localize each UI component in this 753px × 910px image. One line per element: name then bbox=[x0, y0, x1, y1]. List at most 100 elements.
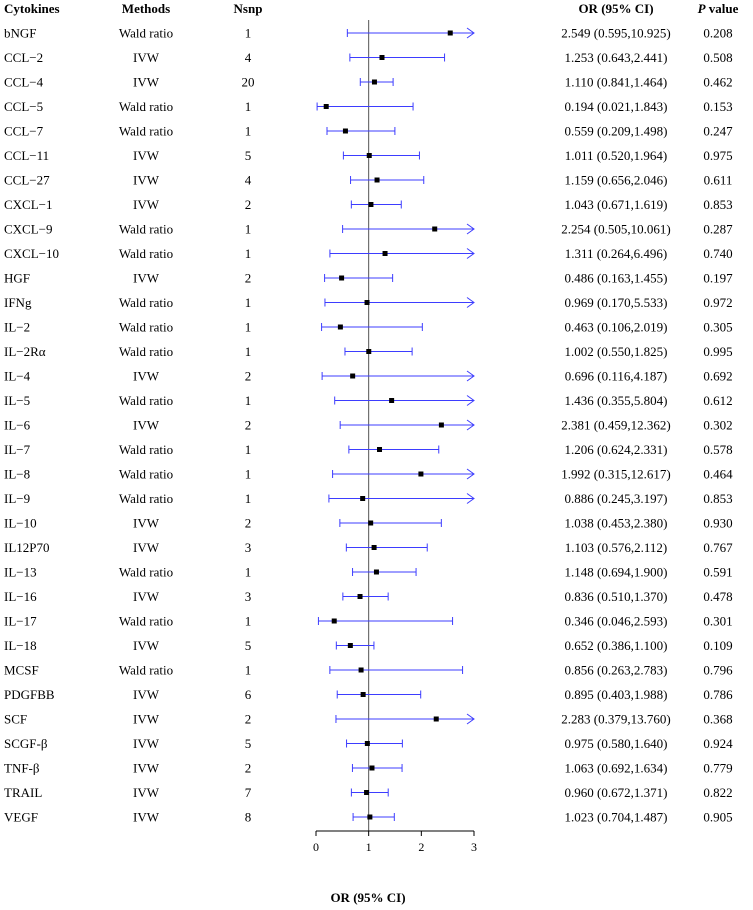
table-row: IL−5 Wald ratio 1 1.436 (0.355,5.804) 0.612 bbox=[4, 393, 733, 408]
cytokine-name: IL−2 bbox=[4, 320, 30, 335]
p-value-cell: 0.208 bbox=[703, 26, 732, 41]
point-estimate bbox=[360, 496, 366, 501]
table-row: IL−18 IVW 5 0.652 (0.386,1.100) 0.109 bbox=[4, 638, 733, 653]
point-estimate bbox=[433, 716, 439, 722]
table-row: CCL−2 IVW 4 1.253 (0.643,2.441) 0.508 bbox=[4, 50, 733, 65]
nsnp-cell: 2 bbox=[245, 761, 252, 776]
header-methods: Methods bbox=[122, 1, 170, 16]
cytokine-name: IL−8 bbox=[4, 467, 30, 482]
cytokine-name: IL−2Rα bbox=[4, 344, 46, 359]
table-row: CCL−27 IVW 4 1.159 (0.656,2.046) 0.611 bbox=[4, 173, 732, 188]
method-cell: IVW bbox=[133, 785, 160, 800]
p-value-cell: 0.368 bbox=[703, 712, 732, 727]
table-row: TNF-β IVW 2 1.063 (0.692,1.634) 0.779 bbox=[4, 761, 733, 776]
method-cell: Wald ratio bbox=[119, 565, 173, 580]
cytokine-name: SCGF-β bbox=[4, 736, 48, 751]
table-row: CXCL−9 Wald ratio 1 2.254 (0.505,10.061) 0.2… bbox=[4, 222, 733, 237]
nsnp-cell: 2 bbox=[245, 516, 252, 531]
p-value-cell: 0.930 bbox=[703, 516, 732, 531]
nsnp-cell: 20 bbox=[242, 75, 255, 90]
method-cell: IVW bbox=[133, 271, 160, 286]
cytokine-name: IFNg bbox=[4, 295, 32, 310]
cytokine-name: CXCL−1 bbox=[4, 197, 53, 212]
point-estimate bbox=[357, 594, 363, 599]
p-value-cell: 0.611 bbox=[704, 173, 733, 188]
or-ci-cell: 0.836 (0.510,1.370) bbox=[565, 589, 668, 604]
nsnp-cell: 1 bbox=[245, 295, 252, 310]
cytokine-name: TRAIL bbox=[4, 785, 42, 800]
method-cell: Wald ratio bbox=[119, 124, 173, 139]
point-estimate bbox=[418, 471, 424, 477]
nsnp-cell: 1 bbox=[245, 393, 252, 408]
ci-arrow bbox=[466, 468, 475, 480]
or-ci-cell: 1.043 (0.671,1.619) bbox=[565, 197, 668, 212]
p-value-cell: 0.287 bbox=[703, 222, 733, 237]
p-value-cell: 0.786 bbox=[703, 687, 733, 702]
method-cell: Wald ratio bbox=[119, 344, 173, 359]
p-value-cell: 0.109 bbox=[703, 638, 732, 653]
p-value-cell: 0.853 bbox=[703, 491, 732, 506]
point-estimate bbox=[366, 349, 372, 354]
or-ci-cell: 0.975 (0.580,1.640) bbox=[565, 736, 668, 751]
method-cell: IVW bbox=[133, 712, 160, 727]
x-tick-label: 2 bbox=[418, 840, 424, 854]
or-ci-cell: 1.253 (0.643,2.441) bbox=[565, 50, 668, 65]
cytokine-name: CCL−27 bbox=[4, 173, 50, 188]
method-cell: IVW bbox=[133, 516, 160, 531]
table-row: IL−8 Wald ratio 1 1.992 (0.315,12.617) 0.464 bbox=[4, 467, 733, 482]
cytokine-name: IL−10 bbox=[4, 516, 37, 531]
ci-arrow bbox=[466, 713, 475, 725]
table-row: IL12P70 IVW 3 1.103 (0.576,2.112) 0.767 bbox=[4, 540, 733, 555]
nsnp-cell: 1 bbox=[245, 99, 252, 114]
x-axis: 0 1 2 3 bbox=[313, 830, 477, 854]
p-value-cell: 0.779 bbox=[703, 761, 732, 776]
table-row: IL−2 Wald ratio 1 0.463 (0.106,2.019) 0.305 bbox=[4, 320, 733, 335]
or-ci-cell: 0.194 (0.021,1.843) bbox=[565, 99, 668, 114]
nsnp-cell: 2 bbox=[245, 418, 252, 433]
x-tick-label: 1 bbox=[366, 840, 372, 854]
cytokine-name: MCSF bbox=[4, 663, 39, 678]
point-estimate bbox=[389, 398, 395, 403]
or-ci-cell: 0.856 (0.263,2.783) bbox=[565, 663, 668, 678]
p-value-cell: 0.692 bbox=[703, 369, 732, 384]
point-estimate bbox=[364, 300, 370, 305]
header-or: OR (95% CI) bbox=[578, 1, 653, 16]
p-value-cell: 0.302 bbox=[703, 418, 732, 433]
p-value-cell: 0.578 bbox=[703, 442, 732, 457]
method-cell: IVW bbox=[133, 50, 160, 65]
method-cell: Wald ratio bbox=[119, 246, 173, 261]
or-ci-cell: 0.346 (0.046,2.593) bbox=[565, 614, 668, 629]
ci-arrow bbox=[466, 419, 475, 431]
nsnp-cell: 1 bbox=[245, 222, 252, 237]
cytokine-name: IL−16 bbox=[4, 589, 37, 604]
or-ci-cell: 1.023 (0.704,1.487) bbox=[565, 810, 668, 825]
cytokine-name: IL−5 bbox=[4, 393, 30, 408]
point-estimate bbox=[364, 741, 370, 746]
cytokine-name: PDGFBB bbox=[4, 687, 55, 702]
table-row: CCL−4 IVW 20 1.110 (0.841,1.464) 0.462 bbox=[4, 75, 733, 90]
method-cell: IVW bbox=[133, 638, 160, 653]
header-p-italic: P bbox=[698, 1, 707, 16]
p-value-cell: 0.995 bbox=[703, 344, 732, 359]
nsnp-cell: 8 bbox=[245, 810, 252, 825]
cytokine-name: IL−6 bbox=[4, 418, 31, 433]
or-ci-cell: 0.886 (0.245,3.197) bbox=[565, 491, 668, 506]
point-estimate bbox=[360, 692, 366, 697]
table-row: IL−4 IVW 2 0.696 (0.116,4.187) 0.692 bbox=[4, 369, 733, 384]
cytokine-name: IL−18 bbox=[4, 638, 37, 653]
header-cytokines: Cytokines bbox=[4, 1, 60, 16]
cytokine-name: CCL−7 bbox=[4, 124, 44, 139]
cytokine-name: CCL−2 bbox=[4, 50, 43, 65]
cytokine-name: TNF-β bbox=[4, 761, 40, 776]
point-estimate bbox=[367, 814, 373, 820]
table-row: PDGFBB IVW 6 0.895 (0.403,1.988) 0.786 bbox=[4, 687, 733, 702]
method-cell: Wald ratio bbox=[119, 393, 173, 408]
point-estimate bbox=[379, 55, 385, 60]
point-estimate bbox=[369, 765, 375, 771]
nsnp-cell: 1 bbox=[245, 124, 252, 139]
table-row: IL−9 Wald ratio 1 0.886 (0.245,3.197) 0.853 bbox=[4, 491, 733, 506]
nsnp-cell: 3 bbox=[245, 540, 252, 555]
ci-arrow bbox=[466, 248, 475, 259]
table-row: TRAIL IVW 7 0.960 (0.672,1.371) 0.822 bbox=[4, 785, 733, 800]
nsnp-cell: 1 bbox=[245, 442, 252, 457]
